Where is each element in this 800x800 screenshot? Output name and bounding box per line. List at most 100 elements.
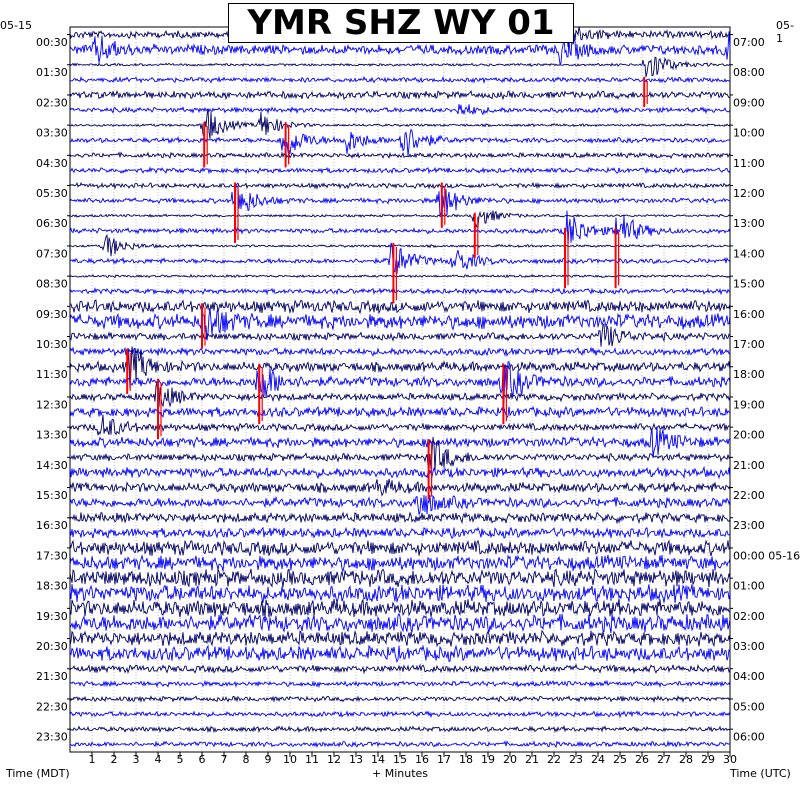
trace-row	[69, 89, 731, 101]
trace-row	[69, 494, 731, 515]
left-hour-label: 16:30	[36, 519, 68, 532]
trace-row	[69, 346, 731, 390]
right-axis-labels: 07:00 08:00 09:00 10:00 11:00 12:00 13:00 14:00…	[730, 34, 800, 744]
trace-row	[69, 405, 731, 419]
trace-row	[70, 128, 731, 156]
x-tick-label: 18	[459, 753, 473, 766]
x-tick-label: 25	[613, 753, 627, 766]
x-tick-label: 22	[547, 753, 561, 766]
trace-row	[69, 427, 731, 459]
x-tick-label: 17	[437, 753, 451, 766]
x-tick-label: 23	[569, 753, 583, 766]
left-hour-label: 22:30	[36, 700, 68, 713]
trace-row	[69, 694, 731, 704]
trace-row	[69, 305, 731, 341]
x-tick-label: 12	[327, 753, 341, 766]
trace-row	[69, 323, 731, 347]
trace-row	[69, 233, 731, 257]
trace-row	[69, 210, 731, 230]
trace-row	[69, 526, 731, 540]
trace-row	[69, 104, 731, 116]
left-hour-label: 20:30	[36, 640, 68, 653]
trace-row	[69, 273, 731, 279]
x-tick-label: 20	[503, 753, 517, 766]
right-hour-label: 14:00	[733, 247, 765, 260]
right-hour-label: 01:00	[733, 580, 765, 593]
start-date-right: 05-1	[776, 19, 794, 45]
trace-row	[69, 361, 731, 404]
left-hour-label: 18:30	[36, 580, 68, 593]
left-hour-label: 02:30	[36, 96, 68, 109]
traces-layer	[69, 20, 731, 749]
right-hour-label: 04:00	[733, 670, 765, 683]
trace-row	[69, 724, 731, 734]
x-tick-label: 16	[415, 753, 429, 766]
trace-row	[69, 286, 731, 296]
trace-row	[69, 679, 731, 689]
trace-row	[69, 740, 731, 749]
trace-row	[69, 414, 731, 436]
left-hour-label: 03:30	[36, 127, 68, 140]
trace-row	[69, 151, 731, 160]
trace-row	[69, 629, 731, 648]
left-hour-label: 14:30	[36, 459, 68, 472]
trace-row	[69, 584, 731, 604]
x-tick-label: 13	[349, 753, 363, 766]
left-hour-label: 07:30	[36, 247, 68, 260]
x-tick-label: 1	[89, 753, 96, 766]
left-hour-label: 11:30	[36, 368, 68, 381]
x-tick-label: 7	[221, 753, 228, 766]
x-axis-labels: 1 2 3 4 5 6 7 8 9 10 11 12 13 14 15 16 17 18 19 20 21 22 23 24 2…	[89, 752, 737, 766]
right-hour-label: 00:00 05-16	[733, 549, 800, 562]
trace-row	[69, 710, 731, 719]
right-hour-label: 08:00	[733, 66, 765, 79]
x-tick-label: 29	[701, 753, 715, 766]
x-tick-label: 26	[635, 753, 649, 766]
right-hour-label: 11:00	[733, 157, 765, 170]
right-hour-label: 19:00	[733, 398, 765, 411]
right-hour-label: 18:00	[733, 368, 765, 381]
trace-row	[69, 346, 731, 357]
right-hour-label: 05:00	[733, 700, 765, 713]
x-tick-label: 8	[243, 753, 250, 766]
left-hour-label: 00:30	[36, 36, 68, 49]
right-hour-label: 16:00	[733, 308, 765, 321]
trace-row	[69, 478, 731, 497]
right-hour-label: 17:00	[733, 338, 765, 351]
right-hour-label: 13:00	[733, 217, 765, 230]
trace-row	[69, 210, 731, 247]
x-tick-label: 9	[265, 753, 272, 766]
x-tick-label: 4	[155, 753, 162, 766]
left-hour-label: 06:30	[36, 217, 68, 230]
x-tick-label: 2	[111, 753, 118, 766]
x-tick-label: 15	[393, 753, 407, 766]
right-hour-label: 10:00	[733, 127, 765, 140]
x-tick-label: 24	[591, 753, 605, 766]
left-hour-label: 05:30	[36, 187, 68, 200]
x-tick-label: 6	[199, 753, 206, 766]
x-tick-label: 27	[657, 753, 671, 766]
x-tick-label: 28	[679, 753, 693, 766]
start-date-left: 05-15	[0, 19, 32, 32]
station-title: YMR SHZ WY 01	[228, 3, 574, 43]
trace-row	[69, 75, 731, 85]
right-hour-label: 12:00	[733, 187, 765, 200]
x-tick-label: 10	[283, 753, 297, 766]
left-hour-label: 04:30	[36, 157, 68, 170]
trace-row	[69, 598, 731, 618]
trace-row	[69, 56, 731, 78]
right-hour-label: 07:00	[733, 36, 765, 49]
x-tick-label: 3	[133, 753, 140, 766]
right-hour-label: 23:00	[733, 519, 765, 532]
trace-row	[69, 31, 731, 66]
trace-row	[69, 663, 731, 675]
left-hour-label: 15:30	[36, 489, 68, 502]
right-hour-label: 02:00	[733, 610, 765, 623]
grid-layer	[91, 27, 709, 752]
left-hour-label: 12:30	[36, 398, 68, 411]
trace-row	[69, 465, 731, 480]
right-hour-label: 22:00	[733, 489, 765, 502]
trace-row	[69, 382, 731, 408]
trace-row	[69, 567, 731, 588]
